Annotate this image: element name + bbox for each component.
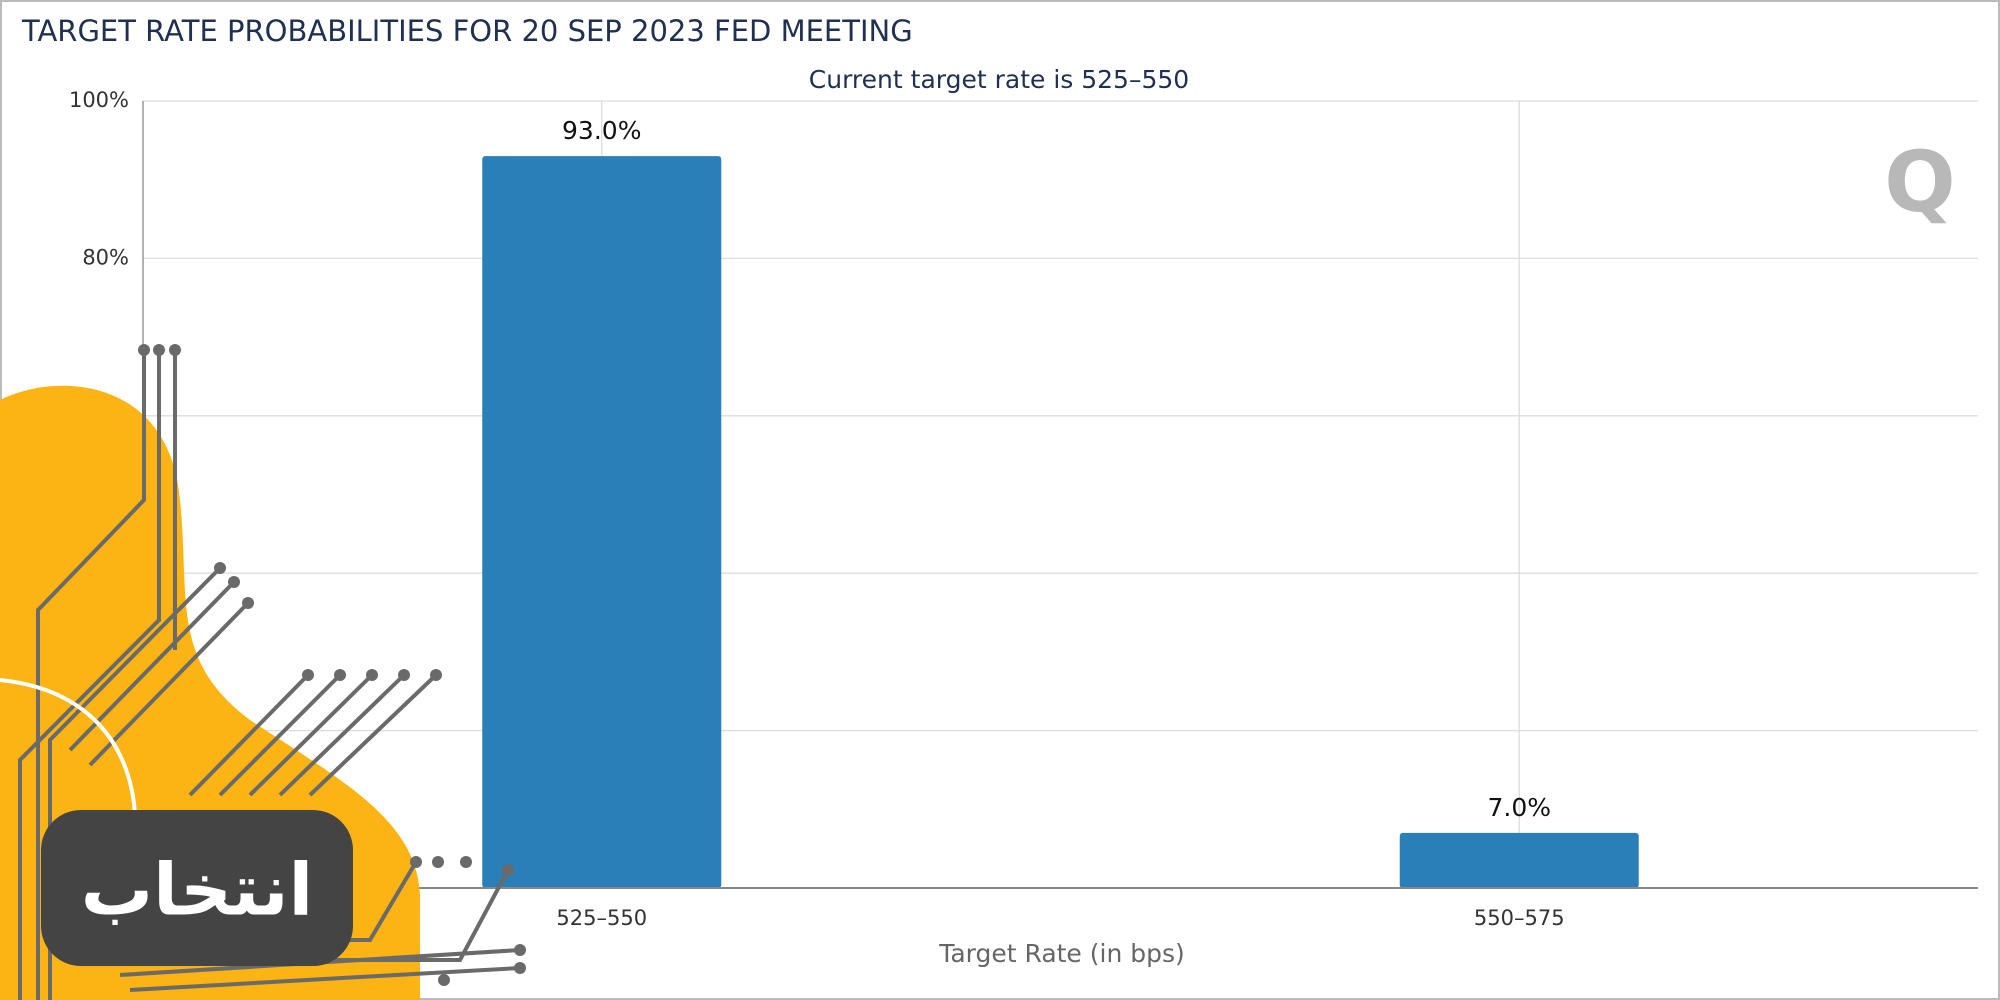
bar <box>1399 832 1639 888</box>
bar <box>482 156 722 889</box>
y-tick-label: 80% <box>82 245 129 269</box>
x-tick-label: 525–550 <box>556 906 647 930</box>
watermark-text: انتخاب <box>81 848 313 932</box>
value-label: 93.0% <box>562 116 641 145</box>
watermark-overlay: انتخاب <box>0 344 526 1000</box>
x-axis-label: Target Rate (in bps) <box>938 939 1185 968</box>
value-label: 7.0% <box>1487 793 1551 822</box>
watermark-box <box>41 810 353 966</box>
chart-title: TARGET RATE PROBABILITIES FOR 20 SEP 202… <box>21 14 913 48</box>
plot-area: 0%20%40%60%80%100%93.0%525–5507.0%550–57… <box>69 88 1978 930</box>
y-tick-label: 100% <box>69 88 129 112</box>
x-tick-label: 550–575 <box>1474 906 1565 930</box>
logo: Q <box>1884 133 1955 231</box>
watermark-circuit <box>18 350 521 1000</box>
watermark-dots <box>138 344 526 986</box>
chart-subtitle: Current target rate is 525–550 <box>809 65 1189 94</box>
